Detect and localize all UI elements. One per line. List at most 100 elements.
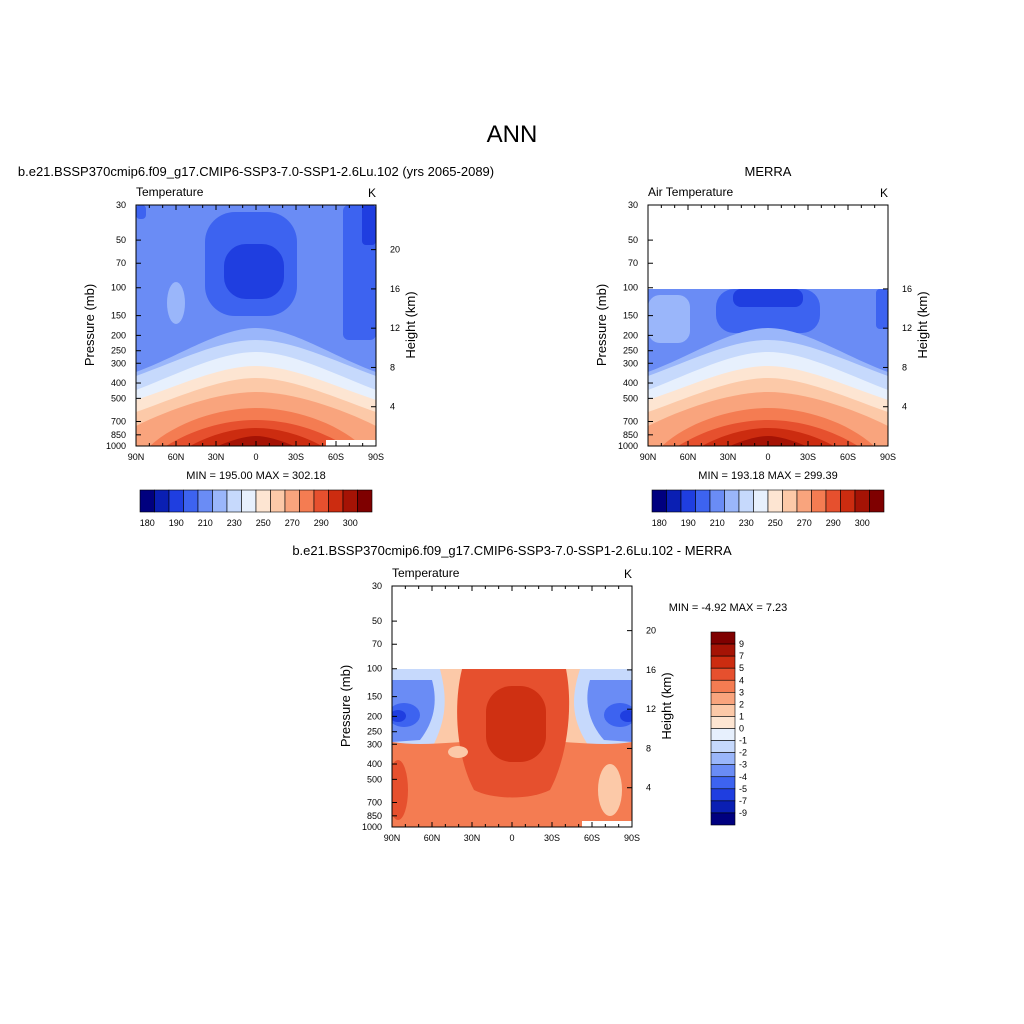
colorbar-label: 300 [855, 518, 870, 528]
y-tick-label: 50 [116, 235, 126, 245]
panel-diff-title: b.e21.BSSP370cmip6.f09_g17.CMIP6-SSP3-7.… [292, 543, 732, 558]
y-tick-label: 850 [111, 430, 126, 440]
panel-model-ylabel: Pressure (mb) [82, 284, 97, 366]
colorbar-label: -3 [739, 760, 747, 770]
y-tick-label: 50 [372, 616, 382, 626]
x-tick-label: 30S [544, 833, 560, 843]
height-tick-label: 4 [902, 402, 907, 412]
colorbar-swatch [738, 489, 754, 513]
panel-model-ylabel-right: Height (km) [403, 291, 418, 358]
y-tick-label: 30 [116, 200, 126, 210]
panel-model-stats: MIN = 195.00 MAX = 302.18 [186, 470, 325, 482]
colorbar-label: 270 [285, 518, 300, 528]
colorbar-swatch [710, 692, 736, 705]
model-level-1 [136, 205, 146, 219]
y-tick-label: 200 [111, 330, 126, 340]
colorbar-label: 290 [314, 518, 329, 528]
y-tick-label: 850 [367, 811, 382, 821]
y-tick-label: 300 [111, 358, 126, 368]
panel-obs-ylabel: Pressure (mb) [594, 284, 609, 366]
model-level-5 [224, 244, 284, 299]
colorbar-label: -9 [739, 808, 747, 818]
height-tick-label: 20 [390, 245, 400, 255]
colorbar-swatch [710, 704, 736, 717]
y-tick-label: 500 [111, 393, 126, 403]
panel-obs-title: MERRA [745, 164, 792, 179]
colorbar-swatch [854, 489, 870, 513]
y-tick-label: 300 [623, 358, 638, 368]
colorbar-swatch [357, 489, 373, 513]
colorbar-swatch [226, 489, 242, 513]
colorbar-label: 210 [198, 518, 213, 528]
colorbar-label: 180 [140, 518, 155, 528]
colorbar-label: 230 [227, 518, 242, 528]
diff-missing-patch [582, 821, 632, 827]
height-tick-label: 12 [390, 323, 400, 333]
panel-obs-stats: MIN = 193.18 MAX = 299.39 [698, 470, 837, 482]
height-tick-label: 20 [646, 626, 656, 636]
diff-level-15 [598, 764, 622, 816]
colorbar-swatch [139, 489, 155, 513]
colorbar-label: 190 [681, 518, 696, 528]
colorbar-swatch [299, 489, 315, 513]
x-tick-label: 60N [424, 833, 441, 843]
colorbar-label: 180 [652, 518, 667, 528]
colorbar-swatch [342, 489, 358, 513]
no-data-region [392, 586, 632, 669]
diff-level-14 [448, 746, 468, 758]
colorbar-swatch [724, 489, 740, 513]
colorbar-swatch [811, 489, 827, 513]
panel-diff-field [392, 669, 632, 827]
colorbar-label: 3 [739, 687, 744, 697]
colorbar-swatch [183, 489, 199, 513]
y-tick-label: 70 [116, 258, 126, 268]
y-tick-label: 700 [111, 416, 126, 426]
obs-level-3 [876, 289, 888, 329]
colorbar-swatch [270, 489, 286, 513]
colorbar-swatch [168, 489, 184, 513]
panel-diff-right-label: K [624, 567, 632, 581]
colorbar-swatch [753, 489, 769, 513]
x-tick-label: 30N [720, 452, 737, 462]
panel-difference: b.e21.BSSP370cmip6.f09_g17.CMIP6-SSP3-7.… [292, 543, 787, 843]
colorbar-label: 4 [739, 675, 744, 685]
colorbar-swatch [710, 643, 736, 657]
colorbar-swatch [767, 489, 783, 513]
colorbar-label: 2 [739, 699, 744, 709]
x-tick-label: 0 [509, 833, 514, 843]
x-tick-label: 90S [624, 833, 640, 843]
y-tick-label: 150 [623, 311, 638, 321]
colorbar-swatch [241, 489, 257, 513]
colorbar-swatch [666, 489, 682, 513]
y-tick-label: 1000 [618, 441, 638, 451]
colorbar-swatch [313, 489, 329, 513]
y-tick-label: 250 [111, 346, 126, 356]
x-tick-label: 60N [168, 452, 185, 462]
height-tick-label: 16 [390, 284, 400, 294]
colorbar-swatch [328, 489, 344, 513]
y-tick-label: 70 [372, 639, 382, 649]
y-tick-label: 400 [623, 378, 638, 388]
x-tick-label: 30S [288, 452, 304, 462]
model-level-6 [167, 282, 185, 324]
colorbar-swatch [710, 740, 736, 753]
y-tick-label: 500 [623, 393, 638, 403]
height-tick-label: 12 [902, 323, 912, 333]
x-tick-label: 30N [464, 833, 481, 843]
panel-diff-ylabel: Pressure (mb) [338, 665, 353, 747]
colorbar-label: 1 [739, 711, 744, 721]
panel-obs-right-label: K [880, 186, 888, 200]
height-tick-label: 16 [646, 665, 656, 675]
x-tick-label: 30S [800, 452, 816, 462]
colorbar-swatch [782, 489, 798, 513]
y-tick-label: 250 [623, 346, 638, 356]
colorbar-swatch [710, 776, 736, 790]
y-tick-label: 200 [367, 711, 382, 721]
colorbar-label: 9 [739, 639, 744, 649]
y-tick-label: 700 [367, 797, 382, 807]
colorbar-swatch [680, 489, 696, 513]
y-tick-label: 300 [367, 739, 382, 749]
colorbar-label: 5 [739, 663, 744, 673]
y-tick-label: 400 [367, 759, 382, 769]
height-tick-label: 8 [902, 362, 907, 372]
